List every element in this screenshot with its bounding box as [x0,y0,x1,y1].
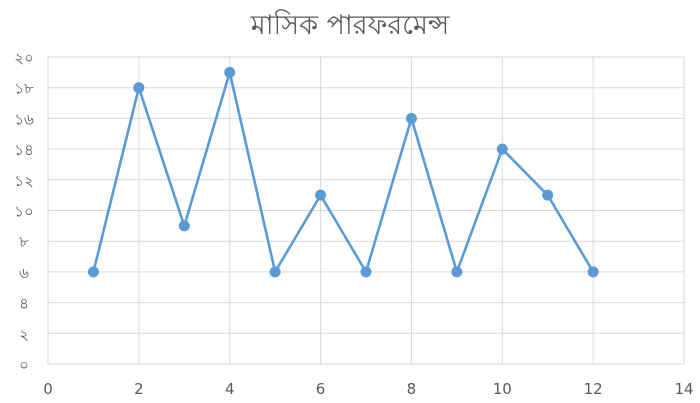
y-tick-label: ১৬ [14,110,34,128]
data-point [178,220,190,232]
y-tick-label: ২ [19,325,29,343]
data-point [542,189,554,201]
data-point [405,112,417,124]
series-layer [87,66,599,278]
x-tick-label: 12 [584,380,603,398]
chart-title: মাসিক পারফরমেন্স [250,10,450,41]
y-tick-label: ১০ [14,203,34,221]
data-point [360,266,372,278]
data-point [133,82,145,94]
x-tick-label: 14 [674,380,693,398]
data-point [587,266,599,278]
x-tick-label: 2 [134,380,144,398]
y-tick-label: ৬ [19,264,29,282]
y-tick-label: ২০ [14,49,34,67]
grid-layer [47,56,685,365]
data-point [315,189,327,201]
y-tick-label: ০ [19,356,29,374]
x-tick-label: 0 [43,380,53,398]
data-point [87,266,99,278]
data-point [269,266,281,278]
data-point [224,66,236,78]
series-line [92,71,595,274]
x-tick-label: 8 [407,380,417,398]
axis-layer: ০ ২ ৪ ৬ ৮ ১০ ১২ ১৪ ১৬ ১৮ ২০ 0 2 4 6 8 10 12 14 [14,49,693,398]
x-tick-label: 6 [316,380,326,398]
data-point [496,143,508,155]
y-tick-label: ১৮ [14,80,34,98]
y-tick-label: ১২ [14,172,34,190]
data-point [451,266,463,278]
y-tick-label: ৮ [19,233,29,251]
y-tick-label: ৪ [19,295,29,313]
y-tick-label: ১৪ [14,141,33,159]
x-tick-label: 10 [493,380,512,398]
x-tick-label: 4 [225,380,235,398]
